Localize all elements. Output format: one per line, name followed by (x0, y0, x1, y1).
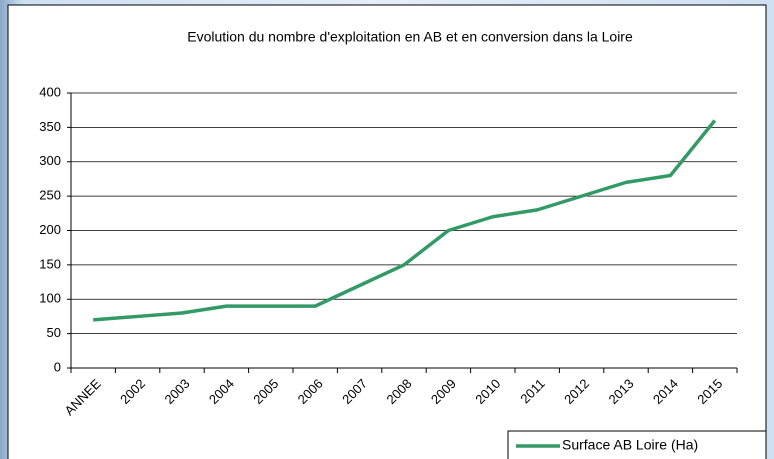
y-tick-label: 300 (39, 153, 61, 168)
y-tick-label: 400 (39, 84, 61, 99)
y-tick-label: 250 (39, 188, 61, 203)
y-tick-label: 100 (39, 291, 61, 306)
chart-title: Evolution du nombre d'exploitation en AB… (187, 29, 633, 45)
y-tick-label: 150 (39, 256, 61, 271)
y-tick-label: 0 (54, 359, 61, 374)
y-tick-label: 350 (39, 119, 61, 134)
legend-label: Surface AB Loire (Ha) (562, 437, 698, 453)
y-tick-label: 200 (39, 222, 61, 237)
page: Evolution du nombre d'exploitation en AB… (0, 0, 774, 459)
y-tick-label: 50 (47, 325, 61, 340)
chart: Evolution du nombre d'exploitation en AB… (0, 0, 774, 459)
